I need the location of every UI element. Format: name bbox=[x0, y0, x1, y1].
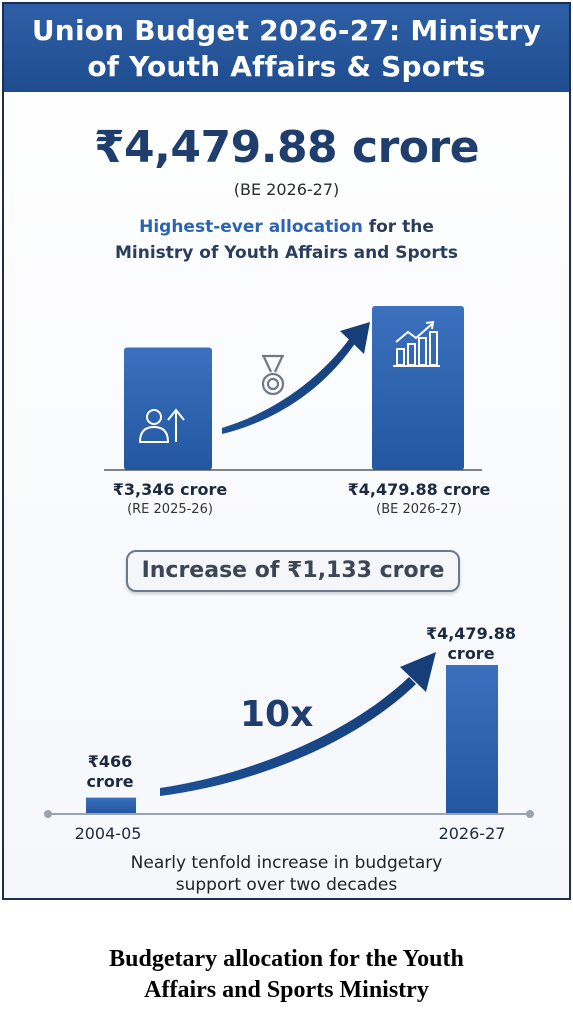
charts-svg bbox=[44, 306, 534, 818]
chart1-label-be: ₹4,479.88 crore (BE 2026-27) bbox=[348, 480, 491, 517]
chart1-bar-be-2026-27 bbox=[372, 306, 464, 470]
growth-chart-icon bbox=[393, 320, 440, 367]
chart2-category-2026-27: 2026-27 bbox=[438, 824, 506, 843]
increase-badge: Increase of ₹1,133 crore bbox=[126, 550, 460, 592]
multiplier-label: 10x bbox=[240, 694, 314, 735]
title-banner: Union Budget 2026-27: Ministry of Youth … bbox=[4, 4, 569, 92]
chart1-period-label-be: (BE 2026-27) bbox=[376, 502, 462, 517]
tagline-line-2: Ministry of Youth Affairs and Sports bbox=[114, 243, 458, 263]
footnote: Nearly tenfold increase in budgetary sup… bbox=[4, 852, 569, 896]
chart2-value-label-2004: ₹466 crore bbox=[86, 752, 133, 792]
title-line-1: Union Budget 2026-27: Ministry bbox=[31, 14, 542, 47]
chart1-period-label-re: (RE 2025-26) bbox=[127, 502, 213, 517]
chart2-unit-2004: crore bbox=[86, 772, 134, 791]
infographic-card: Union Budget 2026-27: Ministry of Youth … bbox=[2, 2, 571, 900]
chart1-bar-re-2025-26 bbox=[124, 347, 212, 470]
growth-arrow-1 bbox=[222, 322, 370, 434]
chart2-bar-2026-27 bbox=[446, 665, 498, 813]
chart2-unit-2026: crore bbox=[447, 644, 495, 663]
chart2-value-2026: ₹4,479.88 bbox=[425, 624, 517, 643]
chart2-value-label-2026: ₹4,479.88 crore bbox=[426, 624, 516, 664]
medal-icon bbox=[261, 354, 285, 396]
caption-line-2: Affairs and Sports Ministry bbox=[144, 977, 429, 1003]
chart1-value-label-be: ₹4,479.88 crore bbox=[347, 480, 491, 499]
tagline-rest: for the bbox=[362, 217, 434, 237]
footnote-line-2: support over two decades bbox=[175, 875, 398, 895]
chart2-bar-2004-05 bbox=[86, 797, 136, 813]
chart2-category-2004-05: 2004-05 bbox=[74, 824, 142, 843]
chart2-axis-end bbox=[526, 810, 534, 818]
figure-caption: Budgetary allocation for the Youth Affai… bbox=[0, 944, 573, 1006]
footnote-line-1: Nearly tenfold increase in budgetary bbox=[130, 853, 443, 873]
chart2-axis-start bbox=[44, 810, 52, 818]
chart1-label-re: ₹3,346 crore (RE 2025-26) bbox=[113, 480, 227, 517]
chart1-value-label-re: ₹3,346 crore bbox=[112, 480, 228, 499]
tagline-highlight: Highest-ever allocation bbox=[139, 217, 363, 237]
growth-arrow-2 bbox=[160, 652, 436, 796]
title-line-2: of Youth Affairs & Sports bbox=[87, 50, 486, 83]
hero-period: (BE 2026-27) bbox=[233, 180, 340, 199]
person-rising-icon bbox=[138, 408, 185, 443]
hero-amount: ₹4,479.88 crore bbox=[93, 122, 480, 173]
caption-line-1: Budgetary allocation for the Youth bbox=[109, 946, 464, 972]
chart2-value-2004: ₹466 bbox=[87, 752, 133, 771]
tagline: Highest-ever allocation for the Ministry… bbox=[4, 214, 569, 266]
